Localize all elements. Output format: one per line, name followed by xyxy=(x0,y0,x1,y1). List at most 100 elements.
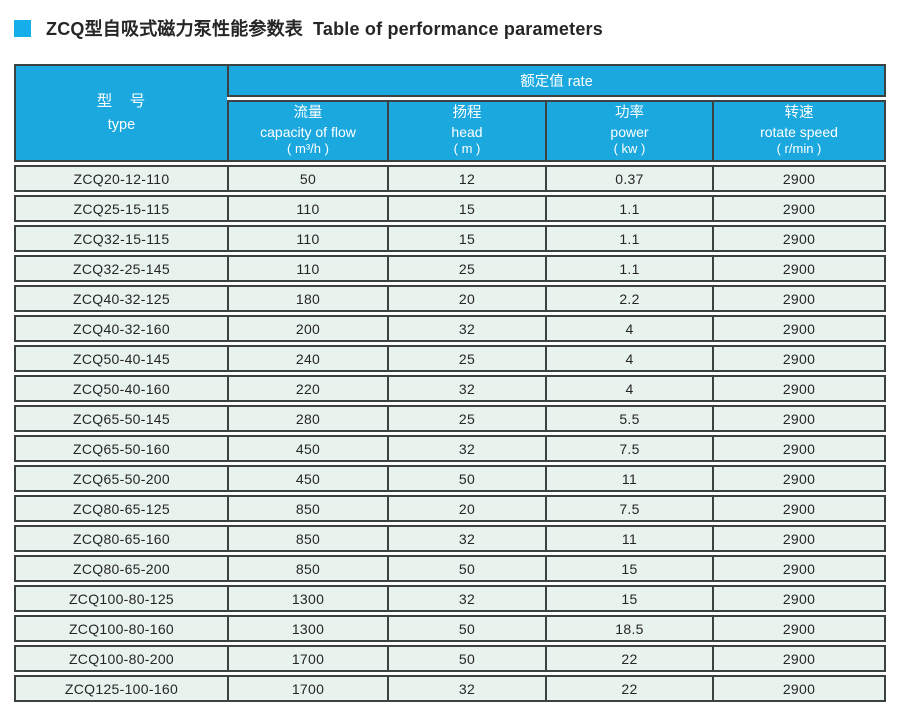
header-head-en: head xyxy=(451,123,483,140)
cell-power: 15 xyxy=(545,585,712,612)
cell-type: ZCQ50-40-145 xyxy=(14,345,227,372)
cell-power: 7.5 xyxy=(545,435,712,462)
table-row: ZCQ80-65-125 850 20 7.5 2900 xyxy=(14,495,887,522)
table-row: ZCQ20-12-110 50 12 0.37 2900 xyxy=(14,165,887,192)
cell-type: ZCQ80-65-160 xyxy=(14,525,227,552)
table-header: 型 号 type 额定值 rate 流量 capacity of flow ( … xyxy=(14,64,887,162)
cell-flow: 50 xyxy=(227,165,387,192)
cell-flow: 850 xyxy=(227,495,387,522)
cell-type: ZCQ20-12-110 xyxy=(14,165,227,192)
cell-flow: 450 xyxy=(227,435,387,462)
cell-head: 50 xyxy=(387,645,545,672)
cell-head: 32 xyxy=(387,315,545,342)
cell-head: 25 xyxy=(387,405,545,432)
cell-rotate-speed: 2900 xyxy=(712,645,887,672)
cell-type: ZCQ32-25-145 xyxy=(14,255,227,282)
cell-head: 32 xyxy=(387,375,545,402)
cell-rotate-speed: 2900 xyxy=(712,615,887,642)
table-row: ZCQ32-25-145 110 25 1.1 2900 xyxy=(14,255,887,282)
cell-head: 32 xyxy=(387,525,545,552)
cell-power: 2.2 xyxy=(545,285,712,312)
cell-type: ZCQ40-32-125 xyxy=(14,285,227,312)
header-flow-en: capacity of flow xyxy=(260,123,356,140)
cell-power: 18.5 xyxy=(545,615,712,642)
cell-power: 7.5 xyxy=(545,495,712,522)
cell-rotate-speed: 2900 xyxy=(712,195,887,222)
table-row: ZCQ40-32-160 200 32 4 2900 xyxy=(14,315,887,342)
cell-type: ZCQ80-65-200 xyxy=(14,555,227,582)
cell-head: 50 xyxy=(387,465,545,492)
page-title-bar: ZCQ型自吸式磁力泵性能参数表 Table of performance para… xyxy=(14,17,900,39)
header-power-zh: 功率 xyxy=(615,105,644,122)
cell-power: 11 xyxy=(545,525,712,552)
page-title-en: Table of performance parameters xyxy=(313,19,603,39)
table-row: ZCQ100-80-200 1700 50 22 2900 xyxy=(14,645,887,672)
page-title-zh: ZCQ型自吸式磁力泵性能参数表 xyxy=(46,19,303,39)
cell-rotate-speed: 2900 xyxy=(712,165,887,192)
cell-flow: 220 xyxy=(227,375,387,402)
cell-type: ZCQ32-15-115 xyxy=(14,225,227,252)
header-speed-unit: ( r/min ) xyxy=(776,141,822,157)
table-body: ZCQ20-12-110 50 12 0.37 2900 ZCQ25-15-11… xyxy=(14,165,887,702)
header-type-zh: 型 号 xyxy=(96,92,147,110)
header-speed-en: rotate speed xyxy=(760,123,838,140)
cell-power: 4 xyxy=(545,315,712,342)
cell-type: ZCQ50-40-160 xyxy=(14,375,227,402)
cell-power: 5.5 xyxy=(545,405,712,432)
cell-flow: 110 xyxy=(227,195,387,222)
cell-rotate-speed: 2900 xyxy=(712,375,887,402)
table-row: ZCQ100-80-125 1300 32 15 2900 xyxy=(14,585,887,612)
table-row: ZCQ50-40-160 220 32 4 2900 xyxy=(14,375,887,402)
table-row: ZCQ65-50-145 280 25 5.5 2900 xyxy=(14,405,887,432)
performance-table-wrap: 型 号 type 额定值 rate 流量 capacity of flow ( … xyxy=(14,61,887,703)
cell-rotate-speed: 2900 xyxy=(712,255,887,282)
cell-rotate-speed: 2900 xyxy=(712,525,887,552)
cell-head: 32 xyxy=(387,585,545,612)
cell-power: 4 xyxy=(545,345,712,372)
cell-head: 20 xyxy=(387,285,545,312)
cell-power: 22 xyxy=(545,645,712,672)
cell-flow: 1700 xyxy=(227,645,387,672)
cell-type: ZCQ65-50-160 xyxy=(14,435,227,462)
cell-flow: 850 xyxy=(227,555,387,582)
table-row: ZCQ32-15-115 110 15 1.1 2900 xyxy=(14,225,887,252)
header-cell-power: 功率 power ( kw ) xyxy=(545,100,712,162)
header-cell-flow: 流量 capacity of flow ( m³/h ) xyxy=(227,100,387,162)
cell-rotate-speed: 2900 xyxy=(712,225,887,252)
cell-type: ZCQ100-80-160 xyxy=(14,615,227,642)
header-flow-unit: ( m³/h ) xyxy=(287,141,329,157)
table-row: ZCQ50-40-145 240 25 4 2900 xyxy=(14,345,887,372)
table-row: ZCQ125-100-160 1700 32 22 2900 xyxy=(14,675,887,702)
cell-flow: 450 xyxy=(227,465,387,492)
cell-power: 1.1 xyxy=(545,195,712,222)
table-row: ZCQ65-50-200 450 50 11 2900 xyxy=(14,465,887,492)
cell-rotate-speed: 2900 xyxy=(712,675,887,702)
header-cell-speed: 转速 rotate speed ( r/min ) xyxy=(712,100,887,162)
cell-type: ZCQ65-50-145 xyxy=(14,405,227,432)
table-row: ZCQ100-80-160 1300 50 18.5 2900 xyxy=(14,615,887,642)
cell-power: 11 xyxy=(545,465,712,492)
header-flow-zh: 流量 xyxy=(293,105,323,122)
cell-type: ZCQ25-15-115 xyxy=(14,195,227,222)
table-row: ZCQ80-65-160 850 32 11 2900 xyxy=(14,525,887,552)
cell-flow: 280 xyxy=(227,405,387,432)
cell-head: 12 xyxy=(387,165,545,192)
header-head-zh: 扬程 xyxy=(452,105,482,122)
cell-type: ZCQ100-80-200 xyxy=(14,645,227,672)
cell-rotate-speed: 2900 xyxy=(712,495,887,522)
cell-flow: 180 xyxy=(227,285,387,312)
cell-head: 50 xyxy=(387,555,545,582)
cell-power: 22 xyxy=(545,675,712,702)
cell-type: ZCQ125-100-160 xyxy=(14,675,227,702)
cell-head: 15 xyxy=(387,225,545,252)
table-row: ZCQ25-15-115 110 15 1.1 2900 xyxy=(14,195,887,222)
cell-rotate-speed: 2900 xyxy=(712,435,887,462)
header-cell-rate: 额定值 rate xyxy=(227,64,887,97)
cell-head: 20 xyxy=(387,495,545,522)
cell-rotate-speed: 2900 xyxy=(712,285,887,312)
cell-rotate-speed: 2900 xyxy=(712,585,887,612)
cell-rotate-speed: 2900 xyxy=(712,345,887,372)
page-title: ZCQ型自吸式磁力泵性能参数表 Table of performance para… xyxy=(46,15,603,41)
header-cell-type: 型 号 type xyxy=(14,64,227,162)
